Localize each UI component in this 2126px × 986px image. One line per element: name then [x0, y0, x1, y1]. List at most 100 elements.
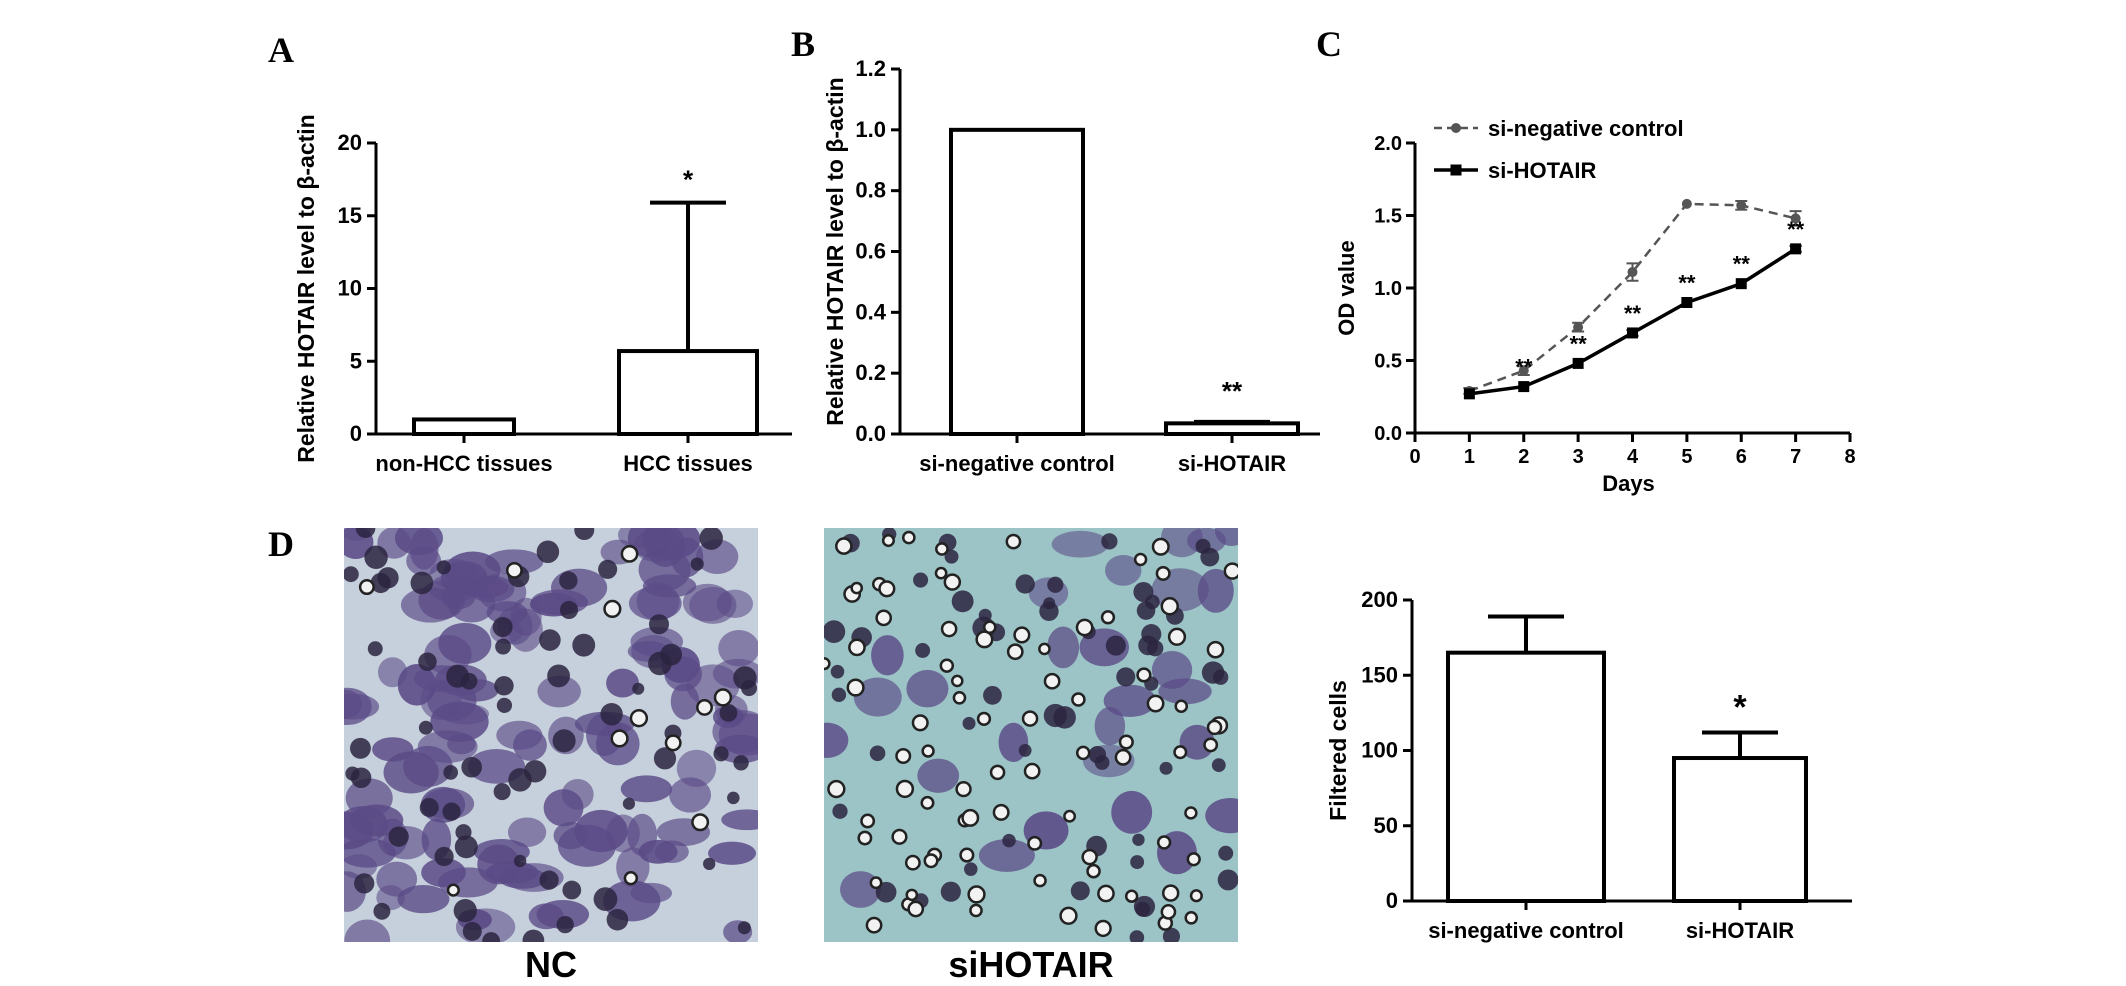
membrane-pore	[1156, 835, 1172, 850]
dark-cell	[690, 557, 704, 571]
dark-cell	[824, 620, 846, 643]
dark-cell	[539, 629, 561, 651]
panel-label-c: C	[1316, 24, 1342, 64]
bar-d	[1446, 650, 1606, 903]
dark-cell	[354, 873, 375, 894]
y-tick-label-b: 0.6	[855, 239, 886, 264]
membrane-pore	[950, 674, 964, 688]
membrane-pore	[1184, 806, 1198, 820]
stained-cell	[377, 657, 408, 688]
membrane-pore	[923, 853, 939, 869]
dark-cell	[1129, 930, 1145, 942]
y-tick-label-d: 100	[1361, 738, 1398, 763]
membrane-pore	[1006, 643, 1024, 661]
dark-cell	[364, 545, 388, 570]
stained-cell	[1103, 684, 1157, 718]
stained-cell	[1205, 797, 1238, 834]
stained-cell	[1047, 626, 1080, 669]
membrane-pore	[989, 764, 1006, 781]
membrane-pore	[860, 813, 876, 829]
dark-cell	[1141, 624, 1162, 645]
membrane-pore	[934, 566, 948, 580]
dark-cell	[1088, 745, 1107, 764]
stained-cell	[721, 809, 758, 831]
dark-cell	[1162, 927, 1181, 942]
membrane-pore	[1043, 672, 1061, 690]
dark-cell	[418, 720, 433, 735]
dark-cell	[940, 881, 961, 902]
dark-cell	[355, 528, 376, 539]
membrane-pore	[1136, 667, 1152, 683]
dark-cell	[373, 902, 391, 920]
stained-cell	[397, 885, 450, 914]
membrane-pore	[1184, 911, 1199, 925]
stained-cell	[447, 733, 476, 755]
membrane-pore	[1063, 809, 1077, 823]
membrane-pore	[975, 630, 994, 649]
y-tick-label-a: 0	[350, 421, 362, 446]
dark-cell	[547, 664, 571, 688]
dark-cell	[1047, 576, 1064, 593]
dark-cell	[915, 643, 931, 658]
stained-cell	[824, 722, 849, 758]
membrane-pore	[1124, 889, 1139, 903]
dark-cell	[830, 664, 845, 679]
membrane-pore	[1021, 710, 1039, 727]
stained-cell	[618, 528, 659, 549]
y-tick-label-a: 10	[338, 276, 362, 301]
significance-marker-c: **	[1515, 355, 1533, 380]
dark-cell	[964, 862, 978, 876]
membrane-pore	[505, 561, 523, 579]
y-tick-label-d: 50	[1374, 813, 1398, 838]
x-tick-label-c: 3	[1573, 446, 1584, 468]
x-tick-label-c: 5	[1681, 446, 1692, 468]
dark-cell	[733, 666, 757, 690]
dark-cell	[492, 616, 513, 638]
dark-cell	[913, 572, 929, 588]
dark-cell	[1212, 669, 1229, 685]
micrograph-sihotair-cells	[824, 528, 1238, 942]
membrane-pore	[1118, 734, 1134, 750]
y-tick-label-d: 200	[1361, 587, 1398, 612]
dark-cell	[442, 802, 461, 821]
membrane-pore	[696, 699, 713, 716]
dark-cell	[727, 791, 740, 805]
y-tick-label-b: 0.4	[855, 299, 886, 324]
dark-cell	[831, 687, 847, 703]
membrane-pore	[1167, 627, 1187, 646]
membrane-pore	[992, 803, 1010, 821]
bar-b	[1164, 421, 1300, 436]
membrane-pore	[857, 830, 873, 846]
micrograph-nc-cells	[344, 528, 758, 942]
membrane-pore	[865, 916, 883, 934]
membrane-pore	[1033, 873, 1047, 888]
legend-marker-c	[1451, 123, 1461, 133]
membrane-pore	[907, 900, 925, 918]
membrane-pore	[620, 544, 639, 563]
dark-cell	[1116, 667, 1136, 687]
membrane-pore	[869, 876, 883, 890]
y-tick-label-b: 0.0	[855, 421, 886, 446]
micrograph-sihotair-caption: siHOTAIR	[948, 944, 1114, 985]
dark-cell	[703, 857, 716, 871]
membrane-pore	[1071, 692, 1086, 707]
membrane-pore	[1075, 745, 1091, 761]
legend-label-c: si-negative control	[1488, 116, 1684, 141]
membrane-pore	[846, 678, 865, 697]
membrane-pore	[664, 734, 682, 752]
stained-cell	[344, 689, 363, 719]
dark-cell	[508, 768, 532, 792]
data-point-si-hotair	[1735, 278, 1747, 290]
membrane-pore	[1081, 848, 1098, 866]
dark-cell	[699, 528, 723, 550]
membrane-pore	[1160, 904, 1177, 920]
stained-cell	[485, 861, 539, 884]
dark-cell	[482, 932, 501, 942]
dark-cell	[388, 826, 409, 847]
dark-cell	[1132, 833, 1145, 846]
membrane-pore	[940, 620, 958, 638]
bar-a	[412, 417, 516, 437]
membrane-pore	[1038, 642, 1051, 656]
stained-cell	[550, 568, 608, 607]
stained-cell	[718, 629, 758, 667]
